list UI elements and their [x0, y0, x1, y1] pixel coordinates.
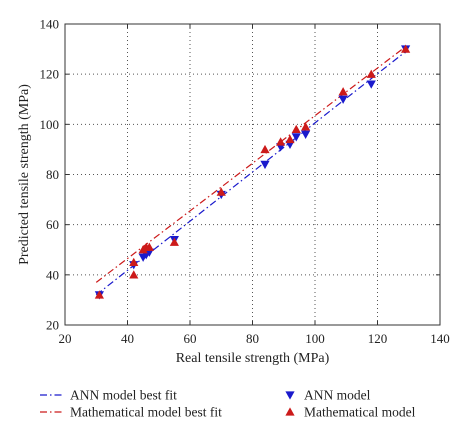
y-tick-label: 120	[40, 67, 60, 82]
mathematical-model-point	[338, 87, 348, 96]
data-points	[94, 44, 411, 300]
x-tick-label: 100	[305, 331, 325, 346]
legend-swatch-mathematical-model	[285, 407, 295, 416]
grid-lines	[65, 24, 440, 325]
mathematical-model-point	[129, 270, 139, 279]
y-tick-label: 100	[40, 117, 60, 132]
x-tick-label: 60	[184, 331, 197, 346]
best-fit-lines	[95, 46, 406, 296]
ann-model-point	[301, 130, 311, 139]
y-tick-label: 80	[46, 167, 59, 182]
legend-label-ann-model: ANN model	[304, 388, 371, 403]
y-tick-label: 40	[46, 267, 59, 282]
legend-label-mathematical-model-best-fit: Mathematical model best fit	[70, 405, 222, 420]
y-tick-label: 140	[40, 17, 60, 32]
mathematical-model-point	[216, 187, 226, 196]
mathematical-model-point	[291, 124, 301, 134]
x-tick-label: 20	[59, 331, 72, 346]
x-tick-label: 80	[246, 331, 259, 346]
axis-ticks: 20 40 60 80 100 120 140 20 40 60 80 100 120 140	[40, 17, 450, 347]
mathematical-model-point	[129, 257, 139, 266]
legend-label-mathematical-model: Mathematical model	[304, 405, 416, 420]
mathematical-model-point	[94, 290, 104, 299]
y-tick-label: 60	[46, 217, 59, 232]
mathematical-model-point	[301, 122, 311, 131]
legend-label-ann-model-best-fit: ANN model best fit	[70, 388, 177, 403]
mathematical-model-point	[260, 144, 270, 154]
ann-model-point	[338, 95, 348, 104]
mathematical-model-best-fit-line	[95, 46, 406, 283]
ann-model-point	[291, 133, 301, 142]
mathematical-model-point	[285, 134, 295, 144]
legend-swatch-ann-model	[285, 391, 295, 400]
mathematical-model-point	[276, 137, 286, 146]
ann-model-point	[260, 160, 270, 170]
x-tick-label: 140	[430, 331, 450, 346]
legend: ANN model best fit Mathematical model bes…	[40, 388, 416, 420]
mathematical-model-point	[401, 44, 411, 53]
x-tick-label: 40	[121, 331, 134, 346]
mathematical-model-point	[144, 242, 154, 251]
mathematical-model-point	[169, 237, 179, 246]
mathematical-model-point	[366, 69, 376, 78]
ann-model-point	[366, 80, 376, 89]
y-axis-label: Predicted tensile strength (MPa)	[17, 84, 32, 265]
x-axis-label: Real tensile strength (MPa)	[176, 351, 330, 366]
y-tick-label: 20	[46, 318, 59, 333]
x-tick-label: 120	[368, 331, 388, 346]
